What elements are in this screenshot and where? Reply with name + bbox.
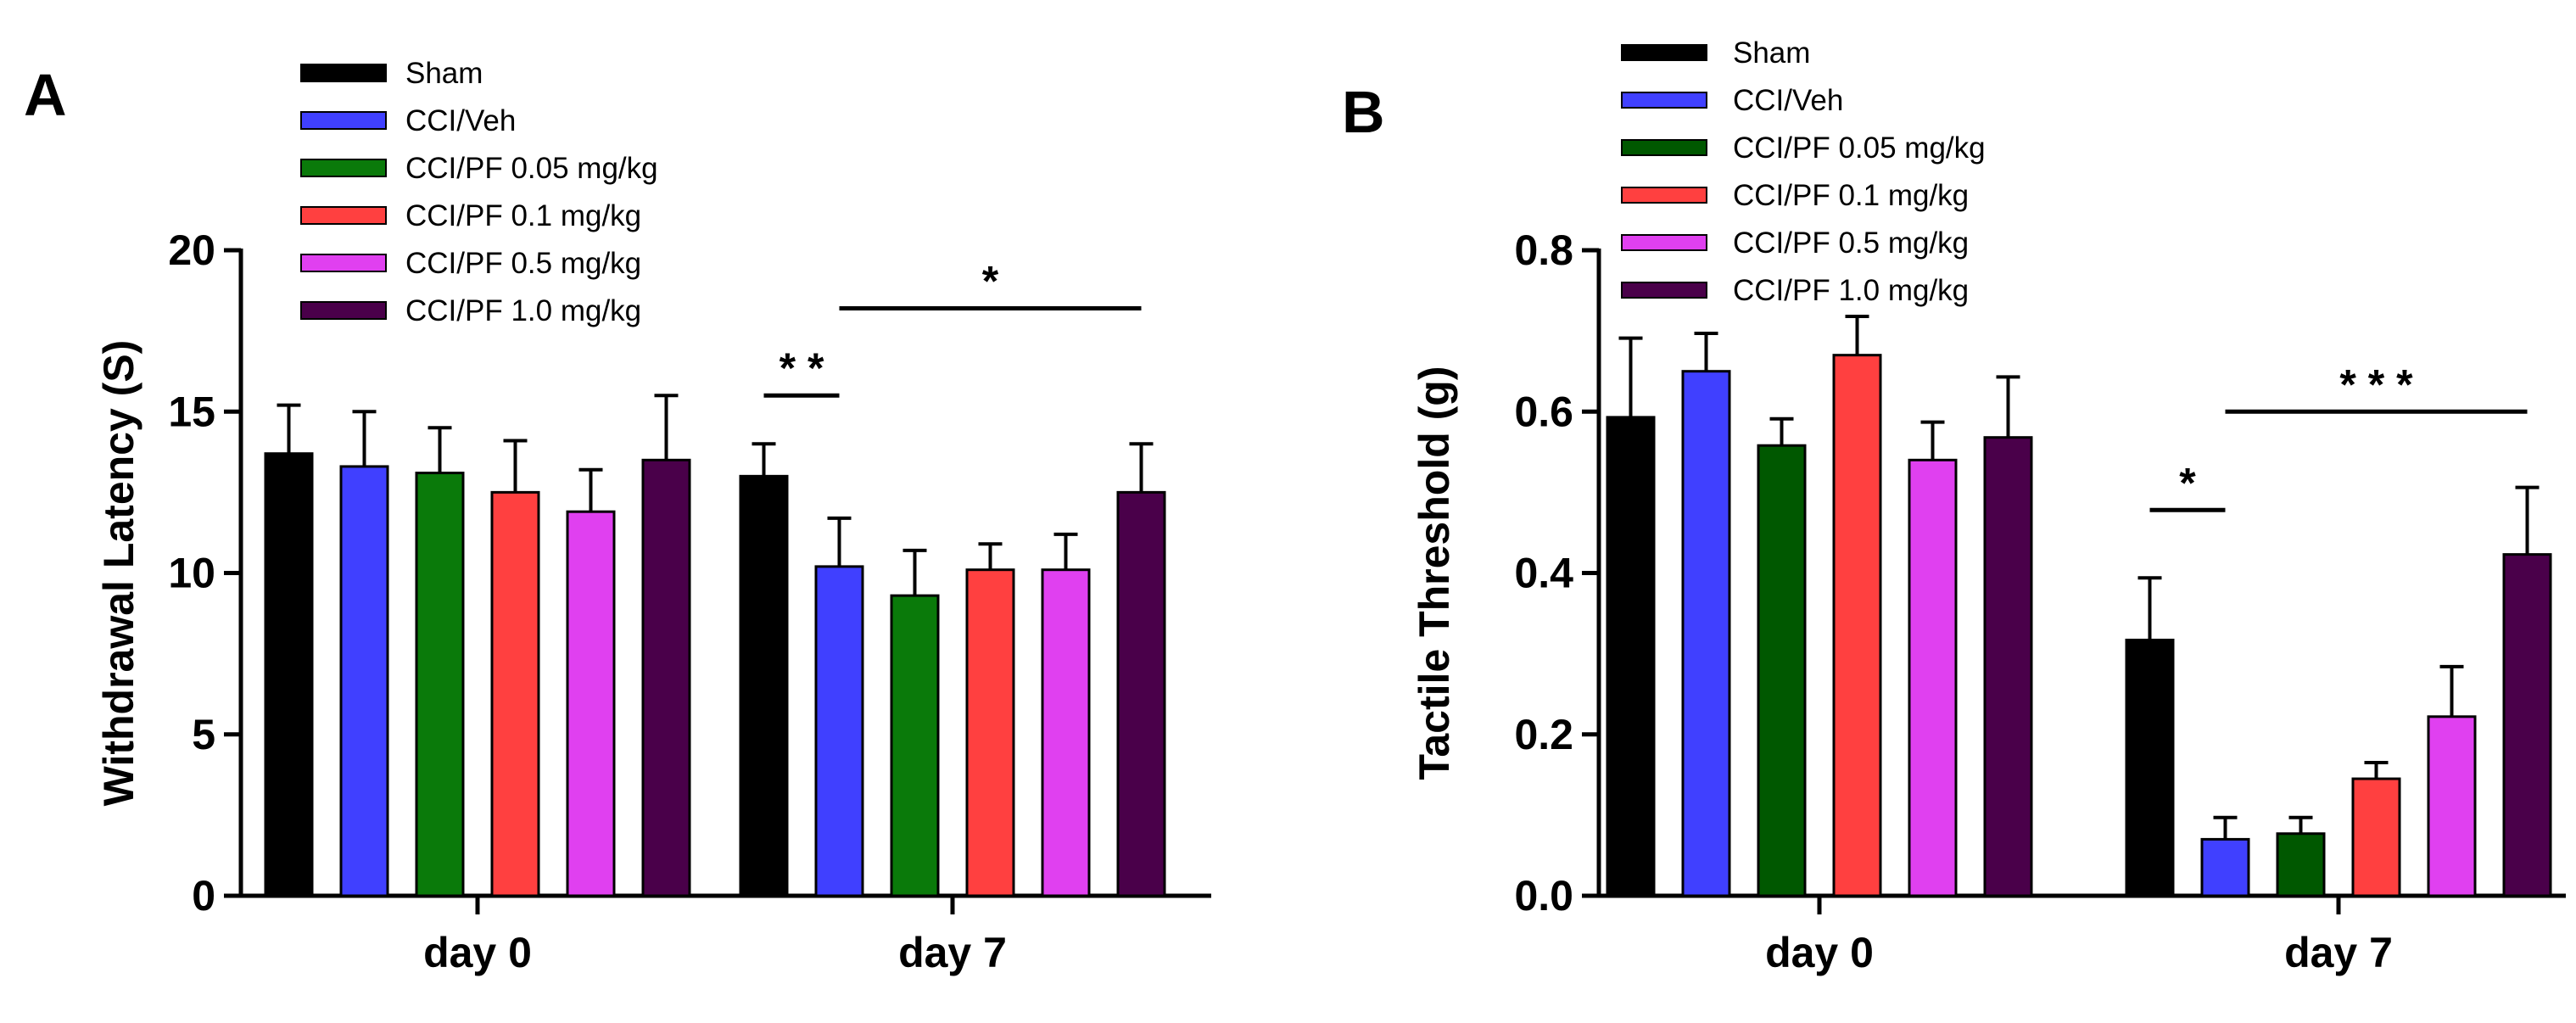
bar bbox=[739, 474, 789, 897]
bar bbox=[2125, 638, 2175, 897]
legend-swatch bbox=[1621, 187, 1707, 204]
legend-entry: CCI/Veh bbox=[405, 104, 516, 137]
x-tick-label: day 0 bbox=[423, 929, 532, 976]
legend-entry: Sham bbox=[1733, 36, 1810, 70]
bar bbox=[890, 594, 940, 897]
legend-entry: CCI/PF 0.1 mg/kg bbox=[1733, 179, 1969, 212]
y-tick-label: 0.4 bbox=[1514, 550, 1573, 597]
y-tick-label: 5 bbox=[192, 711, 215, 758]
bar bbox=[641, 458, 691, 897]
y-axis-label: Withdrawal Latency (S) bbox=[95, 340, 142, 807]
legend-swatch bbox=[1621, 234, 1707, 251]
bar bbox=[339, 465, 389, 897]
y-tick-label: 0.0 bbox=[1514, 872, 1573, 920]
bar bbox=[1983, 436, 2033, 897]
legend-swatch bbox=[300, 64, 387, 82]
x-tick-label: day 0 bbox=[1765, 929, 1874, 976]
legend-entry: CCI/PF 0.5 mg/kg bbox=[405, 247, 641, 280]
bar bbox=[415, 472, 465, 897]
bar bbox=[1681, 370, 1731, 897]
bar bbox=[490, 490, 540, 897]
significance-label: * bbox=[982, 257, 999, 305]
y-tick-label: 0.6 bbox=[1514, 388, 1573, 435]
bar bbox=[1757, 444, 1807, 897]
legend-swatch bbox=[300, 111, 387, 130]
bar bbox=[2502, 553, 2552, 897]
bar bbox=[965, 568, 1015, 897]
panel-label: A bbox=[24, 62, 67, 128]
bar bbox=[1041, 568, 1091, 897]
panel-label: B bbox=[1342, 79, 1385, 145]
legend-swatch bbox=[300, 159, 387, 177]
significance-label: * * * bbox=[2339, 361, 2413, 408]
x-tick-label: day 7 bbox=[898, 929, 1007, 976]
bar bbox=[566, 510, 616, 897]
chart-panel-A: A Withdrawal Latency (S) 0 5 10 15 20 day 0 day … bbox=[24, 57, 1211, 976]
legend-entry: CCI/PF 0.5 mg/kg bbox=[1733, 226, 1969, 260]
bar bbox=[2427, 715, 2477, 897]
legend-swatch bbox=[1621, 139, 1707, 156]
bar bbox=[1606, 416, 1656, 897]
bar bbox=[1116, 490, 1166, 897]
y-axis-label: Tactile Threshold (g) bbox=[1411, 366, 1458, 780]
significance-label: * bbox=[2179, 459, 2196, 506]
legend-entry: CCI/PF 0.05 mg/kg bbox=[405, 152, 658, 185]
bar bbox=[2351, 777, 2401, 897]
y-tick-label: 15 bbox=[168, 388, 215, 435]
y-tick-label: 0.8 bbox=[1514, 226, 1573, 274]
legend-entry: CCI/PF 1.0 mg/kg bbox=[1733, 274, 1969, 307]
x-tick-label: day 7 bbox=[2284, 929, 2393, 976]
y-tick-label: 0 bbox=[192, 872, 215, 920]
legend-swatch bbox=[300, 254, 387, 272]
y-tick-label: 20 bbox=[168, 226, 215, 274]
legend-entry: CCI/PF 1.0 mg/kg bbox=[405, 294, 641, 327]
bar bbox=[2276, 832, 2326, 897]
legend-swatch bbox=[1621, 44, 1707, 61]
legend-entry: CCI/Veh bbox=[1733, 84, 1843, 117]
legend-swatch bbox=[1621, 92, 1707, 109]
legend-entry: CCI/PF 0.1 mg/kg bbox=[405, 199, 641, 232]
legend-swatch bbox=[300, 206, 387, 225]
y-tick-label: 10 bbox=[168, 550, 215, 597]
chart-panel-B: B Tactile Threshold (g) 0.0 0.2 0.4 0.6 0.8 day… bbox=[1342, 36, 2566, 976]
legend-entry: CCI/PF 0.05 mg/kg bbox=[1733, 131, 1986, 165]
legend-swatch bbox=[1621, 282, 1707, 299]
bar bbox=[1908, 458, 1958, 897]
bar bbox=[814, 565, 864, 897]
y-tick-label: 0.2 bbox=[1514, 711, 1573, 758]
bar bbox=[2200, 837, 2250, 897]
legend-swatch bbox=[300, 301, 387, 320]
legend-entry: Sham bbox=[405, 57, 483, 90]
bar bbox=[1832, 354, 1882, 897]
significance-label: * * bbox=[780, 344, 824, 392]
bar bbox=[264, 452, 314, 897]
